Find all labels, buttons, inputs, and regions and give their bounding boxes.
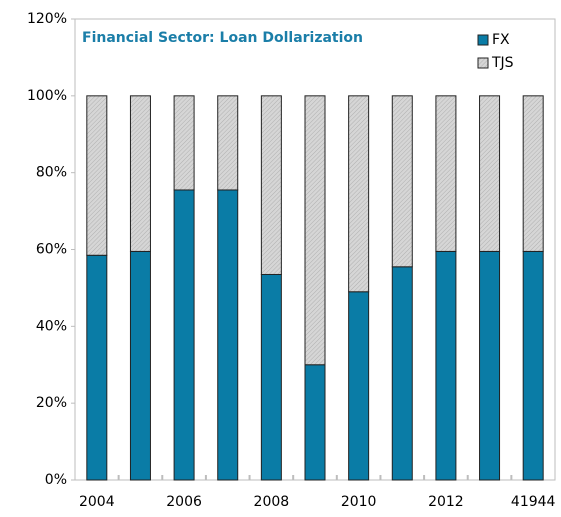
y-tick-label: 60% bbox=[36, 242, 67, 258]
y-tick-label: 100% bbox=[27, 88, 67, 104]
legend-label: TJS bbox=[491, 55, 514, 71]
bar-segment bbox=[348, 95, 370, 293]
legend-swatch bbox=[477, 57, 489, 69]
bar-segment bbox=[217, 95, 239, 191]
bar-segment bbox=[391, 266, 413, 481]
x-tick-label: 2004 bbox=[79, 494, 115, 510]
x-tick-label: 2006 bbox=[166, 494, 202, 510]
bar-segment bbox=[479, 95, 501, 252]
x-tick-label: 2008 bbox=[254, 494, 290, 510]
bar-segment bbox=[129, 250, 151, 481]
bar-segment bbox=[304, 95, 326, 366]
chart-title: Financial Sector: Loan Dollarization bbox=[82, 30, 363, 46]
x-tick-label: 2010 bbox=[341, 494, 377, 510]
bar-segment bbox=[173, 95, 195, 191]
bar-segment bbox=[260, 95, 282, 275]
bar-segment bbox=[348, 291, 370, 481]
bar-segment bbox=[435, 250, 457, 481]
bar-segment bbox=[129, 95, 151, 252]
bar-segment bbox=[86, 254, 108, 481]
x-tick-label: 2012 bbox=[428, 494, 464, 510]
bar-segment bbox=[173, 189, 195, 481]
y-tick-label: 120% bbox=[27, 11, 67, 27]
bar-segment bbox=[522, 250, 544, 481]
y-tick-label: 20% bbox=[36, 395, 67, 411]
bar-segment bbox=[435, 95, 457, 252]
x-tick-label: 41944 bbox=[511, 494, 556, 510]
bar-segment bbox=[522, 95, 544, 252]
bar-segment bbox=[86, 95, 108, 256]
bar-segment bbox=[217, 189, 239, 481]
bar-segment bbox=[304, 364, 326, 481]
y-tick-label: 80% bbox=[36, 165, 67, 181]
bar-segment bbox=[391, 95, 413, 268]
bar-segment bbox=[260, 273, 282, 481]
legend-label: FX bbox=[492, 32, 510, 48]
y-tick-label: 40% bbox=[36, 318, 67, 334]
y-tick-label: 0% bbox=[45, 472, 67, 488]
bar-segment bbox=[479, 250, 501, 481]
legend-swatch bbox=[477, 34, 489, 46]
